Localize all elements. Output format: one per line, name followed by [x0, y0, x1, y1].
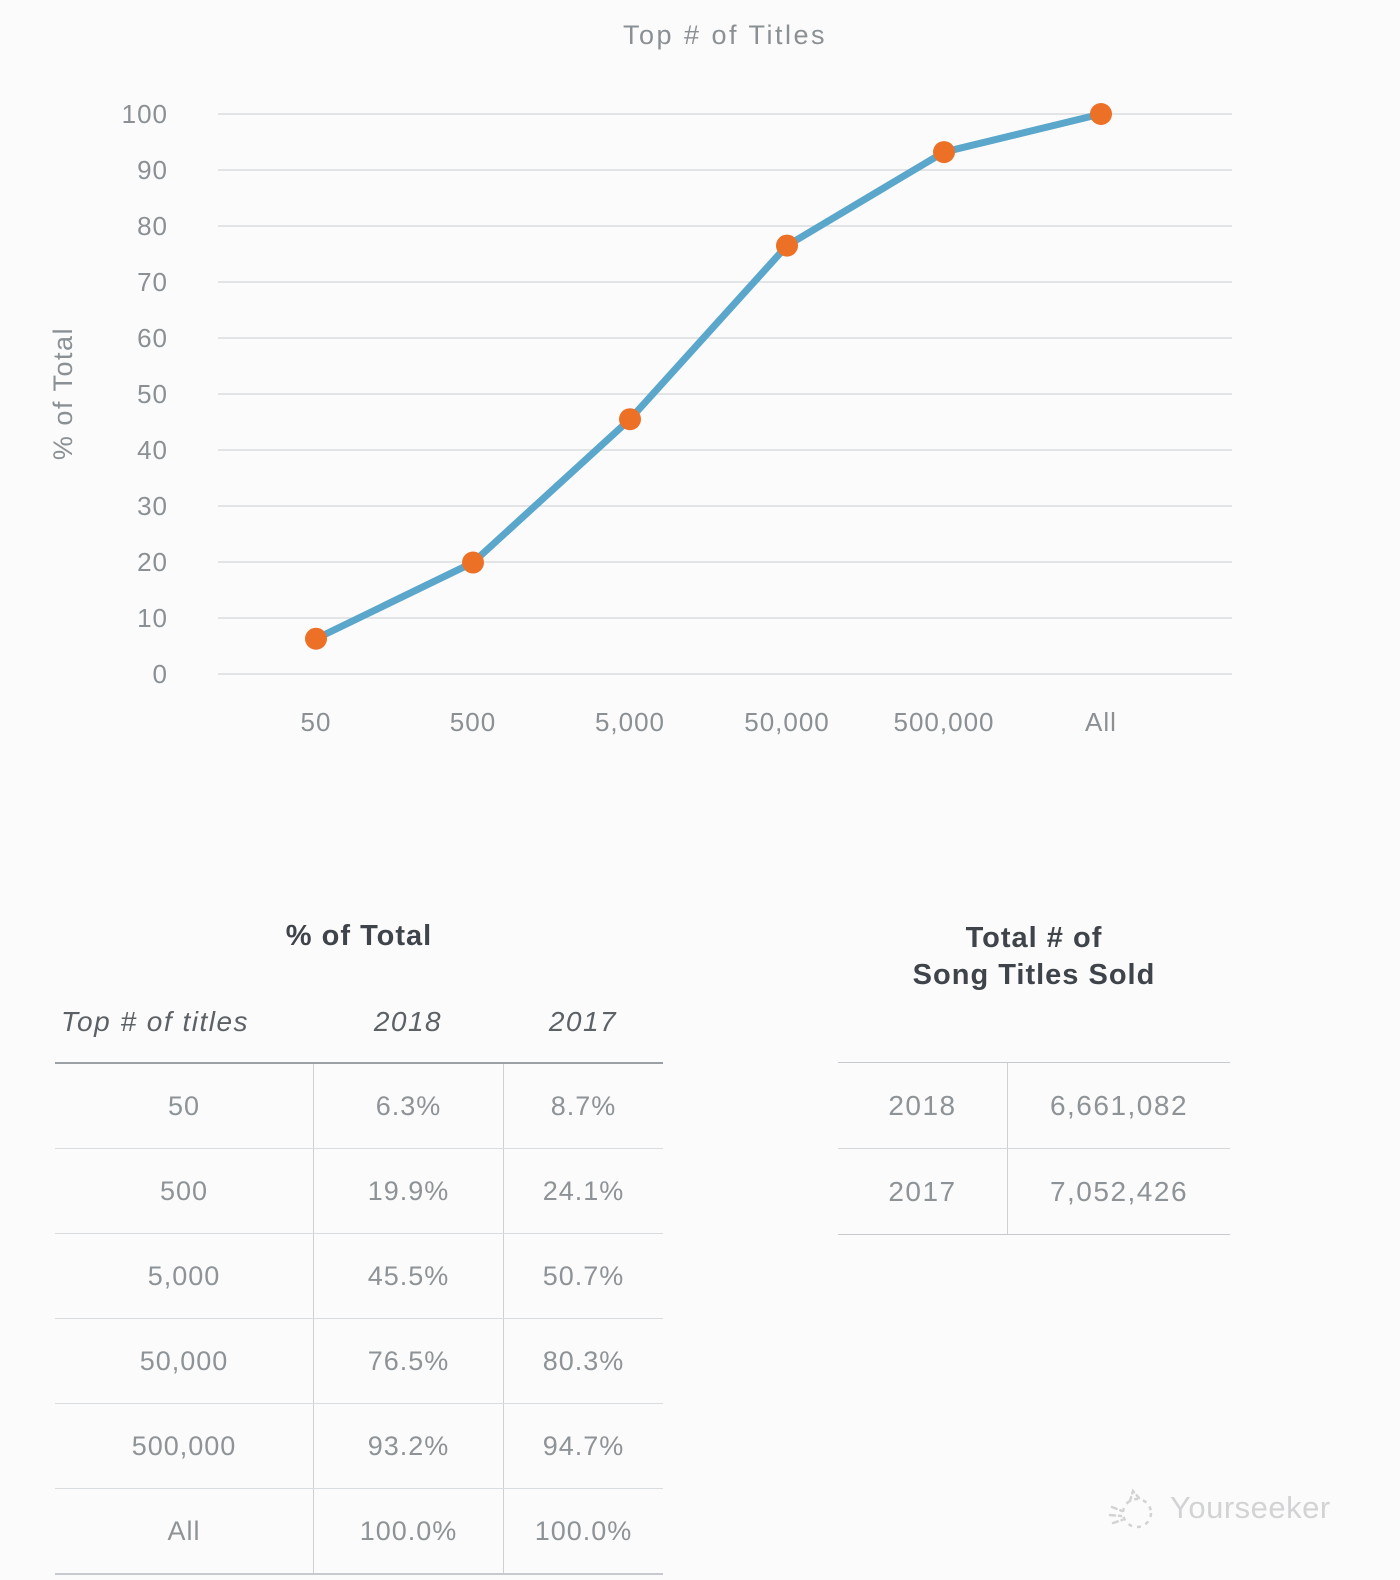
totals-table-row: 2018 6,661,082	[838, 1063, 1230, 1149]
percent-table-cell: 50.7%	[503, 1234, 663, 1318]
totals-table-cell: 2017	[888, 1175, 957, 1207]
cat-sketch-icon	[1108, 1488, 1153, 1529]
line-chart: 0 10 20 30 40 50 60 70 80 90 100 50 500 5,000 50,000 50…	[122, 99, 1232, 737]
totals-table-title: Total # of Song Titles Sold	[838, 920, 1230, 994]
percent-table-header-titles: Top # of titles	[61, 1006, 250, 1037]
percent-table-cell: 500,000	[131, 1430, 237, 1461]
percent-table-row: 500 19.9% 24.1%	[55, 1149, 663, 1234]
totals-table-title-line2: Song Titles Sold	[912, 959, 1156, 991]
totals-table-cell: 2018	[888, 1089, 957, 1121]
y-tick-label: 0	[153, 659, 168, 689]
y-tick-label: 80	[137, 211, 168, 241]
data-point-marker	[776, 234, 798, 257]
x-tick-label: All	[1085, 707, 1117, 737]
y-tick-label: 40	[137, 435, 168, 465]
percent-table-cell: 93.2%	[313, 1404, 503, 1488]
percent-table-cell: All	[167, 1515, 201, 1546]
percent-table-cell: 80.3%	[503, 1319, 663, 1403]
percent-table: % of Total Top # of titles 2018 2017 50 6…	[55, 920, 663, 1575]
percent-table-header-2018: 2018	[373, 1006, 443, 1037]
percent-table-cell: 8.7%	[503, 1064, 663, 1148]
x-tick-label: 500	[450, 707, 496, 737]
totals-table-cell: 6,661,082	[1007, 1063, 1230, 1148]
percent-table-cell: 76.5%	[313, 1319, 503, 1403]
percent-table-row: 5,000 45.5% 50.7%	[55, 1234, 663, 1319]
percent-table-cell: 45.5%	[313, 1234, 503, 1318]
y-tick-label: 10	[137, 603, 168, 633]
percent-table-cell: 6.3%	[313, 1064, 503, 1148]
percent-table-row: 50 6.3% 8.7%	[55, 1064, 663, 1149]
totals-table: Total # of Song Titles Sold 2018 6,661,08…	[838, 920, 1230, 1235]
x-tick-label: 50,000	[744, 707, 830, 737]
series-line	[312, 110, 1105, 643]
percent-table-row: 50,000 76.5% 80.3%	[55, 1319, 663, 1404]
y-tick-label: 100	[122, 99, 168, 129]
percent-table-title: % of Total	[285, 920, 433, 952]
y-tick-label: 50	[137, 379, 168, 409]
data-point-marker	[1090, 103, 1112, 125]
x-tick-label: 50	[301, 707, 332, 737]
totals-table-body: 2018 6,661,082 2017 7,052,426	[838, 1062, 1230, 1235]
percent-table-cell: 19.9%	[313, 1149, 503, 1233]
y-tick-label: 20	[137, 547, 168, 577]
percent-table-cell: 100.0%	[503, 1489, 663, 1573]
percent-table-cell: 94.7%	[503, 1404, 663, 1488]
y-tick-label: 70	[137, 267, 168, 297]
totals-table-row: 2017 7,052,426	[838, 1149, 1230, 1234]
y-tick-label: 90	[137, 155, 168, 185]
percent-table-cell: 50,000	[139, 1345, 229, 1376]
x-tick-label: 500,000	[894, 707, 995, 737]
data-point-marker	[462, 551, 484, 574]
percent-table-cell: 50	[167, 1090, 201, 1121]
percent-table-row: 500,000 93.2% 94.7%	[55, 1404, 663, 1489]
percent-table-header-2017: 2017	[548, 1006, 618, 1037]
yourseeker-logo-text: Yourseeker	[1170, 1490, 1331, 1525]
totals-table-cell: 7,052,426	[1007, 1149, 1230, 1234]
percent-table-cell: 24.1%	[503, 1149, 663, 1233]
percent-table-cell: 100.0%	[313, 1489, 503, 1573]
data-point-marker	[933, 141, 955, 164]
chart-title: Top # of Titles	[622, 20, 828, 50]
x-tick-label: 5,000	[595, 707, 665, 737]
percent-table-body: 50 6.3% 8.7% 500 19.9% 24.1% 5,000 45.5% 50.7% 50…	[55, 1062, 663, 1575]
y-tick-label: 60	[137, 323, 168, 353]
data-point-marker	[305, 627, 327, 650]
y-tick-label: 30	[137, 491, 168, 521]
data-point-marker	[619, 408, 641, 431]
percent-table-cell: 5,000	[147, 1260, 221, 1291]
percent-table-row: All 100.0% 100.0%	[55, 1489, 663, 1573]
percent-table-cell: 500	[159, 1175, 209, 1206]
percent-table-header: Top # of titles 2018 2017	[55, 1006, 663, 1038]
yourseeker-logo: Yourseeker	[1106, 1480, 1331, 1536]
totals-table-title-line1: Total # of	[965, 922, 1103, 954]
